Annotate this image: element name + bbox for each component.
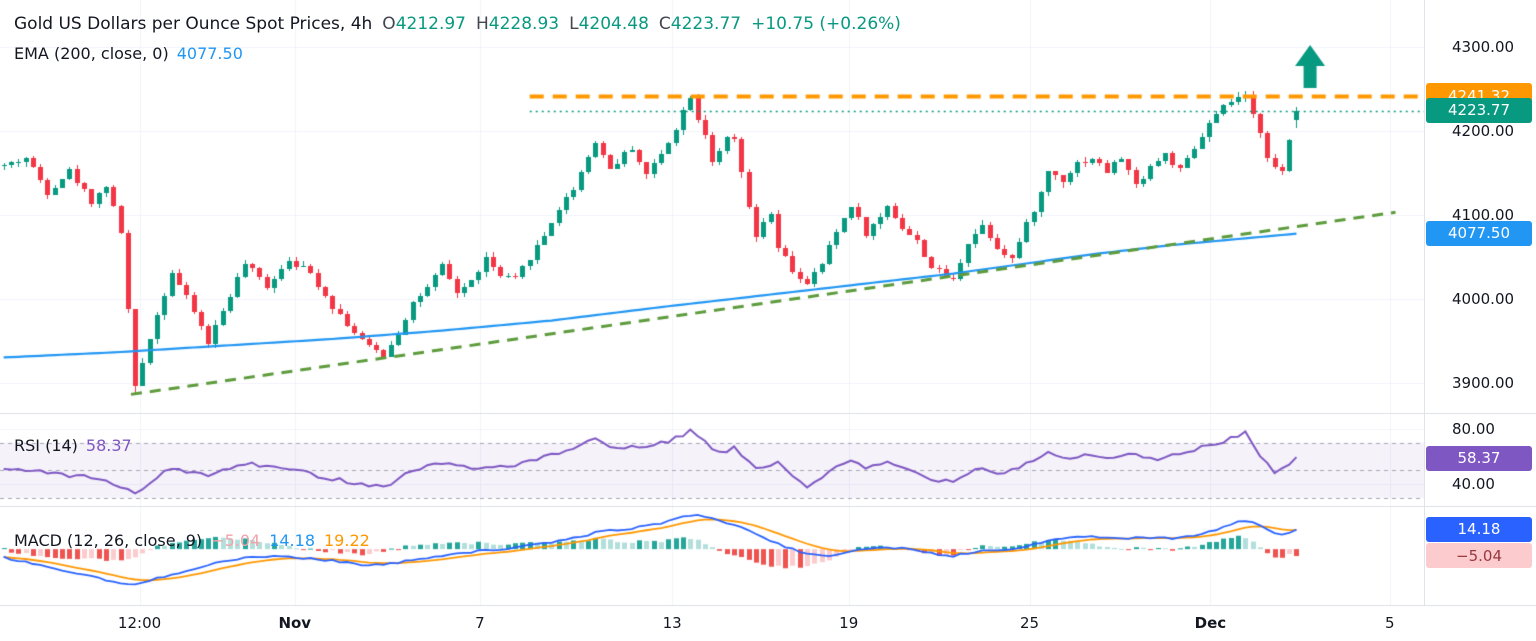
rsi-label: RSI (14): [14, 436, 78, 455]
ohlc-close: C4223.77: [658, 14, 742, 34]
pane-divider-macd[interactable]: [0, 506, 1536, 507]
rsi-legend[interactable]: RSI (14) 58.37: [14, 436, 132, 455]
price-tag-last-price: 4223.77: [1426, 97, 1532, 123]
price-axis-label: 3900.00: [1452, 373, 1515, 392]
symbol-title[interactable]: Gold US Dollars per Ounce Spot Prices, 4…: [14, 14, 373, 34]
time-axis-label: Nov: [278, 614, 312, 632]
time-axis-label: 13: [662, 614, 682, 632]
macd-hist-value-tag: −5.04: [1426, 543, 1532, 569]
rsi-value: 58.37: [85, 436, 132, 455]
price-chart-canvas[interactable]: [0, 0, 1424, 605]
ema-legend[interactable]: EMA (200, close, 0) 4077.50: [14, 44, 243, 63]
time-axis-label: 25: [1020, 614, 1040, 632]
price-tag-ema: 4077.50: [1426, 220, 1532, 246]
price-axis-label: 4000.00: [1452, 289, 1515, 308]
time-axis-label: 7: [475, 614, 485, 632]
price-axis-label: 4200.00: [1452, 121, 1515, 140]
rsi-value-tag: 58.37: [1426, 445, 1532, 471]
ema-label: EMA (200, close, 0): [14, 44, 169, 63]
price-axis-label: 4100.00: [1452, 205, 1515, 224]
macd-hist-value: −5.04: [211, 531, 261, 550]
macd-signal-value: 19.22: [324, 531, 370, 550]
time-axis-label: 19: [839, 614, 859, 632]
price-axis-label: 80.00: [1452, 419, 1495, 438]
macd-label: MACD (12, 26, close, 9): [14, 531, 203, 550]
price-axis-label: 40.00: [1452, 475, 1495, 494]
time-axis-label: 5: [1385, 614, 1395, 632]
ema-value: 4077.50: [176, 44, 243, 63]
pane-divider-rsi[interactable]: [0, 413, 1536, 414]
ohlc-high: H4228.93: [476, 14, 560, 34]
time-axis-divider: [0, 605, 1536, 606]
ohlc-open: O4212.97: [382, 14, 466, 34]
change-value: +10.75 (+0.26%): [751, 14, 901, 34]
main-legend[interactable]: Gold US Dollars per Ounce Spot Prices, 4…: [14, 14, 901, 34]
price-axis-label: 4300.00: [1452, 37, 1515, 56]
macd-line-value-tag: 14.18: [1426, 516, 1532, 542]
price-axis[interactable]: 4241.32 4223.77 4077.50 58.37 14.18 −5.0…: [1424, 0, 1536, 605]
time-axis-label: 12:00: [117, 614, 162, 632]
macd-legend[interactable]: MACD (12, 26, close, 9) −5.04 14.18 19.2…: [14, 531, 370, 550]
price-axis-divider: [1424, 0, 1425, 605]
time-axis-label: Dec: [1194, 614, 1227, 632]
macd-line-value: 14.18: [269, 531, 315, 550]
ohlc-low: L4204.48: [569, 14, 649, 34]
time-axis[interactable]: 12:00 Nov 7 13 19 25 Dec 5: [0, 605, 1424, 641]
